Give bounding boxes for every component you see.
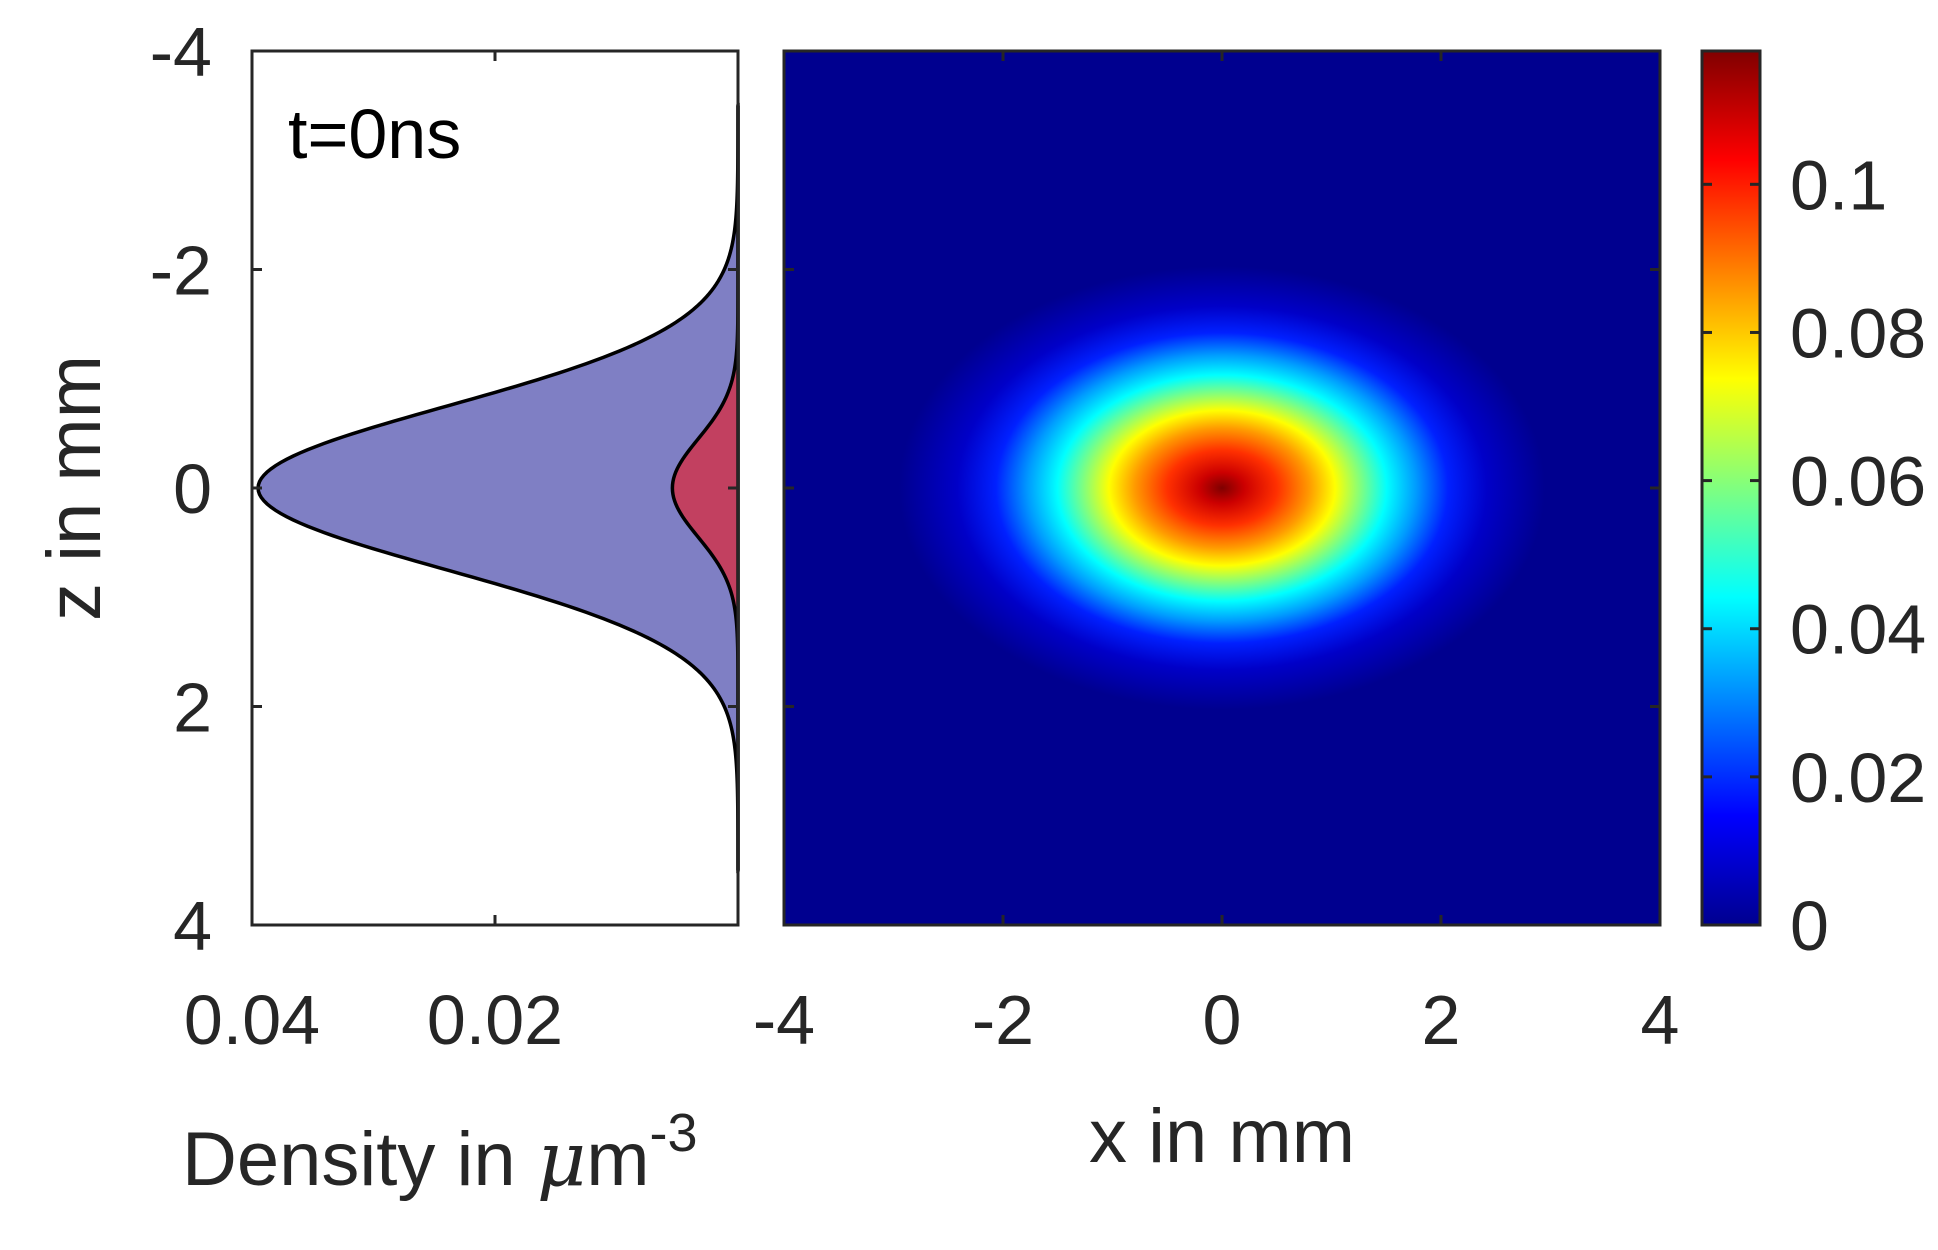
heatmap-xtick-label: 2 bbox=[1422, 981, 1461, 1059]
heatmap-axes-box bbox=[782, 49, 1662, 927]
colorbar-tick-label: 0.08 bbox=[1790, 294, 1926, 372]
profile-series-1-area bbox=[256, 102, 740, 874]
ylabel-z: z in mm bbox=[32, 355, 117, 621]
profile-ytick-label: -4 bbox=[150, 13, 212, 91]
profile-axes-box bbox=[250, 49, 740, 927]
colorbar-tick-label: 0.1 bbox=[1790, 146, 1887, 224]
colorbar-tick-label: 0 bbox=[1790, 887, 1829, 965]
profile-ytick-label: 4 bbox=[173, 887, 212, 965]
colorbar-tick-label: 0.02 bbox=[1790, 739, 1926, 817]
heatmap-xtick-label: -2 bbox=[972, 981, 1034, 1059]
colorbar-gradient bbox=[1702, 51, 1760, 925]
profile-xtick-label: 0.02 bbox=[427, 981, 563, 1059]
profile-ticks: -4 -2 0 2 4 0.04 0.02 bbox=[150, 13, 738, 1059]
colorbar-box bbox=[1700, 49, 1762, 927]
heatmap-xtick-label: 0 bbox=[1203, 981, 1242, 1059]
heatmap-ticks: -4 -2 0 2 4 bbox=[753, 49, 1680, 1059]
colorbar-ticks: 0 0.02 0.04 0.06 0.08 0.1 bbox=[1702, 146, 1926, 965]
density-blob bbox=[898, 266, 1546, 710]
profile-ytick-label: -2 bbox=[150, 232, 212, 310]
time-annotation: t=0ns bbox=[288, 95, 461, 173]
profile-ytick-label: 2 bbox=[173, 669, 212, 747]
heatmap-panel: -4 -2 0 2 4 x in mm bbox=[753, 49, 1680, 1179]
colorbar-tick-label: 0.06 bbox=[1790, 443, 1926, 521]
profile-xtick-label: 0.04 bbox=[184, 981, 320, 1059]
heatmap-xtick-label: 4 bbox=[1641, 981, 1680, 1059]
xlabel-density: Density in μm-3 bbox=[182, 1103, 698, 1203]
profile-panel: -4 -2 0 2 4 0.04 0.02 t=0ns z in mm Density in… bbox=[32, 13, 740, 1203]
colorbar-tick-label: 0.04 bbox=[1790, 591, 1926, 669]
heatmap-xtick-label: -4 bbox=[753, 981, 815, 1059]
colorbar: 0 0.02 0.04 0.06 0.08 0.1 bbox=[1700, 49, 1926, 965]
xlabel-x: x in mm bbox=[1089, 1094, 1355, 1179]
profile-ytick-label: 0 bbox=[173, 450, 212, 528]
